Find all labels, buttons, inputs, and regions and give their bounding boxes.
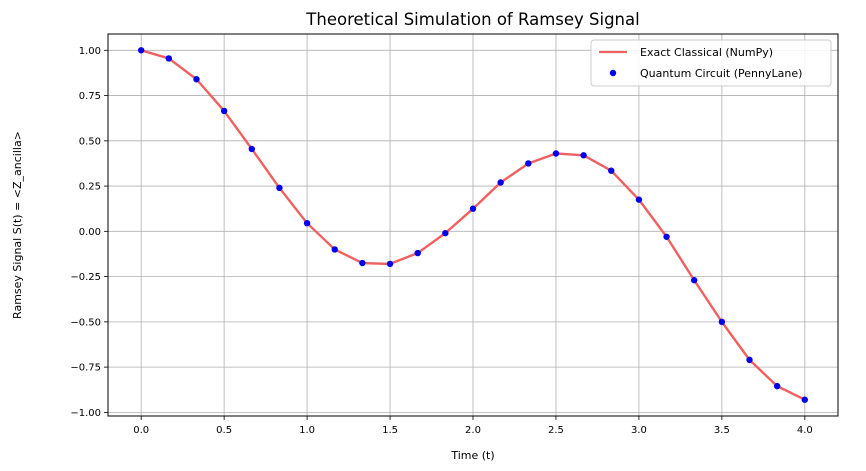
quantum-circuit-point <box>580 152 587 159</box>
legend-marker-swatch <box>609 69 617 77</box>
quantum-circuit-point <box>608 167 615 174</box>
quantum-circuit-point <box>525 160 532 167</box>
y-tick-label: −1.00 <box>70 408 101 419</box>
x-tick-label: 1.0 <box>299 425 315 436</box>
y-tick-label: 0.00 <box>79 227 101 238</box>
y-tick-label: 0.50 <box>79 136 101 147</box>
x-tick-label: 3.0 <box>631 425 647 436</box>
quantum-circuit-point <box>746 356 753 364</box>
y-tick-label: 1.00 <box>79 46 101 57</box>
y-tick-label: 0.25 <box>79 182 101 193</box>
quantum-circuit-point <box>497 179 504 186</box>
legend-entry-quantum-circuit: Quantum Circuit (PennyLane) <box>640 67 802 80</box>
quantum-circuit-point <box>552 150 560 157</box>
y-axis-label: Ramsey Signal S(t) = <Z_ancilla> <box>11 131 24 319</box>
x-tick-label: 2.5 <box>548 425 564 436</box>
y-tick-label: −0.50 <box>70 317 101 328</box>
quantum-circuit-point <box>248 145 255 153</box>
x-tick-label: 2.0 <box>465 425 481 436</box>
quantum-circuit-point <box>442 229 449 237</box>
quantum-circuit-point <box>414 249 421 257</box>
x-tick-label: 0.0 <box>133 425 149 436</box>
y-tick-label: 0.75 <box>79 91 101 102</box>
y-tick-label: −0.25 <box>70 272 101 283</box>
quantum-circuit-point <box>386 260 394 268</box>
quantum-circuit-point <box>469 205 477 212</box>
quantum-circuit-point <box>635 196 643 203</box>
quantum-circuit-point <box>137 47 145 54</box>
quantum-circuit-point <box>276 184 283 192</box>
chart-title: Theoretical Simulation of Ramsey Signal <box>305 10 639 29</box>
quantum-circuit-point <box>331 246 338 253</box>
quantum-circuit-point <box>165 55 173 62</box>
grid <box>108 34 838 416</box>
y-tick-label: −0.75 <box>70 363 101 374</box>
quantum-circuit-point <box>359 259 366 267</box>
x-tick-label: 3.5 <box>714 425 730 436</box>
legend-box <box>590 39 832 87</box>
quantum-circuit-point <box>220 107 228 115</box>
series <box>137 47 809 403</box>
x-tick-label: 4.0 <box>797 425 813 436</box>
quantum-circuit-point <box>773 382 781 390</box>
quantum-circuit-point <box>193 76 200 83</box>
quantum-circuit-point <box>718 318 726 326</box>
x-tick-label: 1.5 <box>382 425 398 436</box>
x-axis-label: Time (t) <box>450 449 494 462</box>
quantum-circuit-point <box>691 277 698 284</box>
x-tick-label: 0.5 <box>216 425 232 436</box>
legend-entry-exact-classical: Exact Classical (NumPy) <box>640 46 773 59</box>
quantum-circuit-point <box>663 233 670 240</box>
ticks: 0.0 0.5 1.0 1.5 2.0 2.5 3.0 3.5 4.0 −1.00 −0.75 −0.… <box>70 46 812 436</box>
legend: Exact Classical (NumPy) Quantum Circuit … <box>590 39 832 87</box>
quantum-circuit-point <box>303 219 311 227</box>
quantum-circuit-point <box>801 396 809 403</box>
